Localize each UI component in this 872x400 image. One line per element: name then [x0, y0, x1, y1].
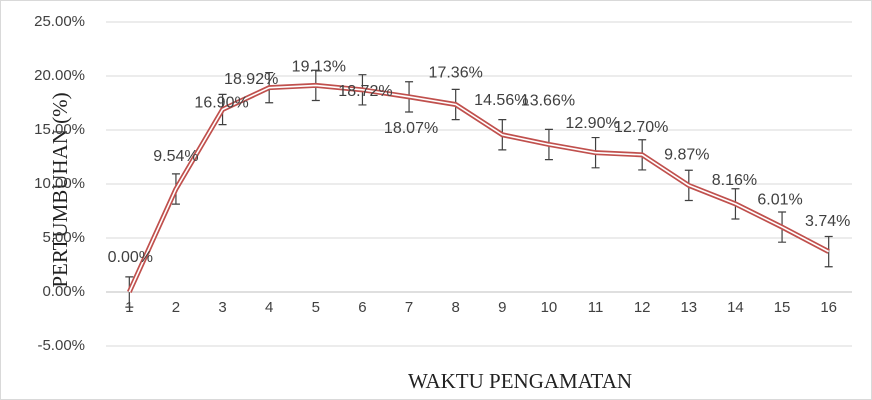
data-label: 13.66% — [521, 93, 575, 110]
data-label: 18.72% — [338, 83, 392, 100]
data-label: 9.87% — [664, 147, 709, 164]
data-label: 12.90% — [565, 115, 619, 132]
y-axis-title: PERTUMBUHAN (%) — [48, 92, 72, 287]
data-label: 19.13% — [292, 59, 346, 76]
x-tick-label: 12 — [634, 299, 651, 316]
data-label: 8.16% — [712, 172, 757, 189]
y-tick-label: 10.00% — [34, 175, 85, 192]
data-label: 9.54% — [153, 148, 198, 165]
data-label: 12.70% — [614, 119, 668, 136]
error-bar — [824, 235, 833, 268]
y-tick-label: -5.00% — [37, 337, 85, 354]
x-tick-label: 7 — [405, 299, 413, 316]
data-label: 3.74% — [805, 213, 850, 230]
x-tick-label: 13 — [680, 299, 697, 316]
x-tick-label: 8 — [452, 299, 460, 316]
y-tick-label: 25.00% — [34, 13, 85, 30]
y-tick-label: 5.00% — [42, 229, 85, 246]
y-tick-label: 0.00% — [42, 283, 85, 300]
data-label: 16.90% — [194, 95, 248, 112]
x-axis-title: WAKTU PENGAMATAN — [408, 369, 632, 393]
x-tick-label: 2 — [172, 299, 180, 316]
data-label: 17.36% — [429, 65, 483, 82]
x-tick-label: 6 — [358, 299, 366, 316]
data-label: 18.92% — [224, 71, 278, 88]
y-tick-label: 15.00% — [34, 121, 85, 138]
x-tick-label: 3 — [218, 299, 226, 316]
x-tick-label: 4 — [265, 299, 273, 316]
x-tick-label: 5 — [312, 299, 320, 316]
x-tick-label: 15 — [774, 299, 791, 316]
data-label: 0.00% — [108, 249, 153, 266]
y-tick-label: 20.00% — [34, 67, 85, 84]
x-tick-label: 9 — [498, 299, 506, 316]
x-tick-label: 16 — [820, 299, 837, 316]
x-tick-label: 11 — [588, 299, 604, 316]
data-label: 18.07% — [384, 120, 438, 137]
data-label: 6.01% — [757, 191, 802, 208]
x-tick-label: 14 — [727, 299, 744, 316]
data-label: 14.56% — [474, 92, 528, 109]
line-inner — [128, 84, 830, 293]
x-tick-label: 10 — [541, 299, 558, 316]
